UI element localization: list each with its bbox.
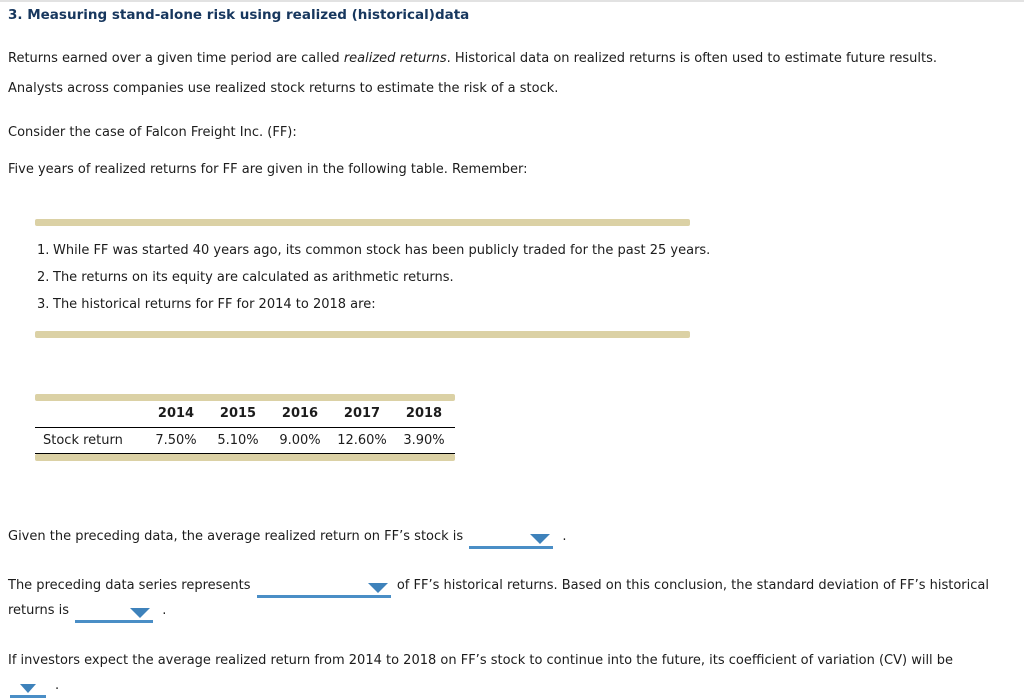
page-title: 3. Measuring stand-alone risk using real… xyxy=(8,7,470,23)
remember-box: 1. While FF was started 40 years ago, its… xyxy=(35,219,710,338)
dropdown-arrow-icon xyxy=(367,582,388,593)
q2-text-mid: of FF’s historical returns. Based on thi… xyxy=(396,577,989,593)
coefficient-variation-dropdown[interactable] xyxy=(10,683,46,698)
returns-table-top-bar xyxy=(35,394,455,401)
returns-table-block: 2014 2015 2016 2017 2018 Stock return 7.… xyxy=(35,394,455,461)
list-item-text: The returns on its equity are calculated… xyxy=(53,270,454,285)
return-value: 12.60% xyxy=(331,427,393,454)
q2-period: . xyxy=(162,602,167,618)
q1-text: Given the preceding data, the average re… xyxy=(8,528,464,544)
return-value: 5.10% xyxy=(207,427,269,454)
list-item-number: 2. xyxy=(37,270,50,285)
intro-p1-italic: realized returns xyxy=(343,51,447,66)
intro-paragraph-2: Analysts across companies use realized s… xyxy=(8,81,559,96)
intro-p1-after: . Historical data on realized returns is… xyxy=(446,51,937,66)
return-value: 7.50% xyxy=(145,427,207,454)
returns-table-bottom-bar xyxy=(35,453,455,461)
returns-table: 2014 2015 2016 2017 2018 Stock return 7.… xyxy=(35,401,455,454)
year-header: 2018 xyxy=(393,401,455,428)
cv-answer-line: . xyxy=(8,673,1024,698)
remember-box-bottom-bar xyxy=(35,331,690,338)
question-coefficient-variation: If investors expect the average realized… xyxy=(8,648,1024,673)
row-label: Stock return xyxy=(35,427,145,454)
q2-line2-text: returns is xyxy=(8,602,70,618)
q2-text-before: The preceding data series represents xyxy=(8,577,251,593)
intro-paragraph-4: Five years of realized returns for FF ar… xyxy=(8,162,528,177)
year-header: 2014 xyxy=(145,401,207,428)
top-divider xyxy=(0,0,1024,2)
list-item: 3. The historical returns for FF for 2014… xyxy=(37,291,690,318)
list-item-text: While FF was started 40 years ago, its c… xyxy=(53,243,711,258)
average-return-dropdown[interactable] xyxy=(469,533,554,549)
standard-deviation-dropdown[interactable] xyxy=(75,607,154,623)
data-series-dropdown[interactable] xyxy=(256,582,391,598)
q3-text: If investors expect the average realized… xyxy=(8,652,954,668)
return-value: 9.00% xyxy=(269,427,331,454)
question-standard-deviation: returns is . xyxy=(8,598,1024,623)
list-item-text: The historical returns for FF for 2014 t… xyxy=(53,297,376,312)
returns-table-data-row: Stock return 7.50% 5.10% 9.00% 12.60% 3.… xyxy=(35,427,455,454)
returns-table-header-row: 2014 2015 2016 2017 2018 xyxy=(35,401,455,428)
list-item-number: 3. xyxy=(37,297,50,312)
list-item: 2. The returns on its equity are calculat… xyxy=(37,264,690,291)
q3-period: . xyxy=(55,677,60,693)
dropdown-arrow-icon xyxy=(130,607,151,618)
intro-paragraph-1: Returns earned over a given time period … xyxy=(8,50,1024,67)
question-data-series: The preceding data series represents of … xyxy=(8,573,1024,598)
intro-p1-before: Returns earned over a given time period … xyxy=(8,51,344,66)
list-item: 1. While FF was started 40 years ago, its… xyxy=(37,237,710,264)
remember-box-top-bar xyxy=(35,219,690,226)
return-value: 3.90% xyxy=(393,427,455,454)
remember-list: 1. While FF was started 40 years ago, its… xyxy=(35,226,710,331)
year-header: 2017 xyxy=(331,401,393,428)
question-average-return: Given the preceding data, the average re… xyxy=(8,524,1024,549)
returns-table-corner-cell xyxy=(35,401,145,428)
list-item-number: 1. xyxy=(37,243,50,258)
year-header: 2016 xyxy=(269,401,331,428)
intro-paragraph-3: Consider the case of Falcon Freight Inc.… xyxy=(8,125,297,140)
year-header: 2015 xyxy=(207,401,269,428)
dropdown-arrow-icon xyxy=(20,683,36,693)
q1-period: . xyxy=(562,528,567,544)
dropdown-arrow-icon xyxy=(530,533,551,544)
